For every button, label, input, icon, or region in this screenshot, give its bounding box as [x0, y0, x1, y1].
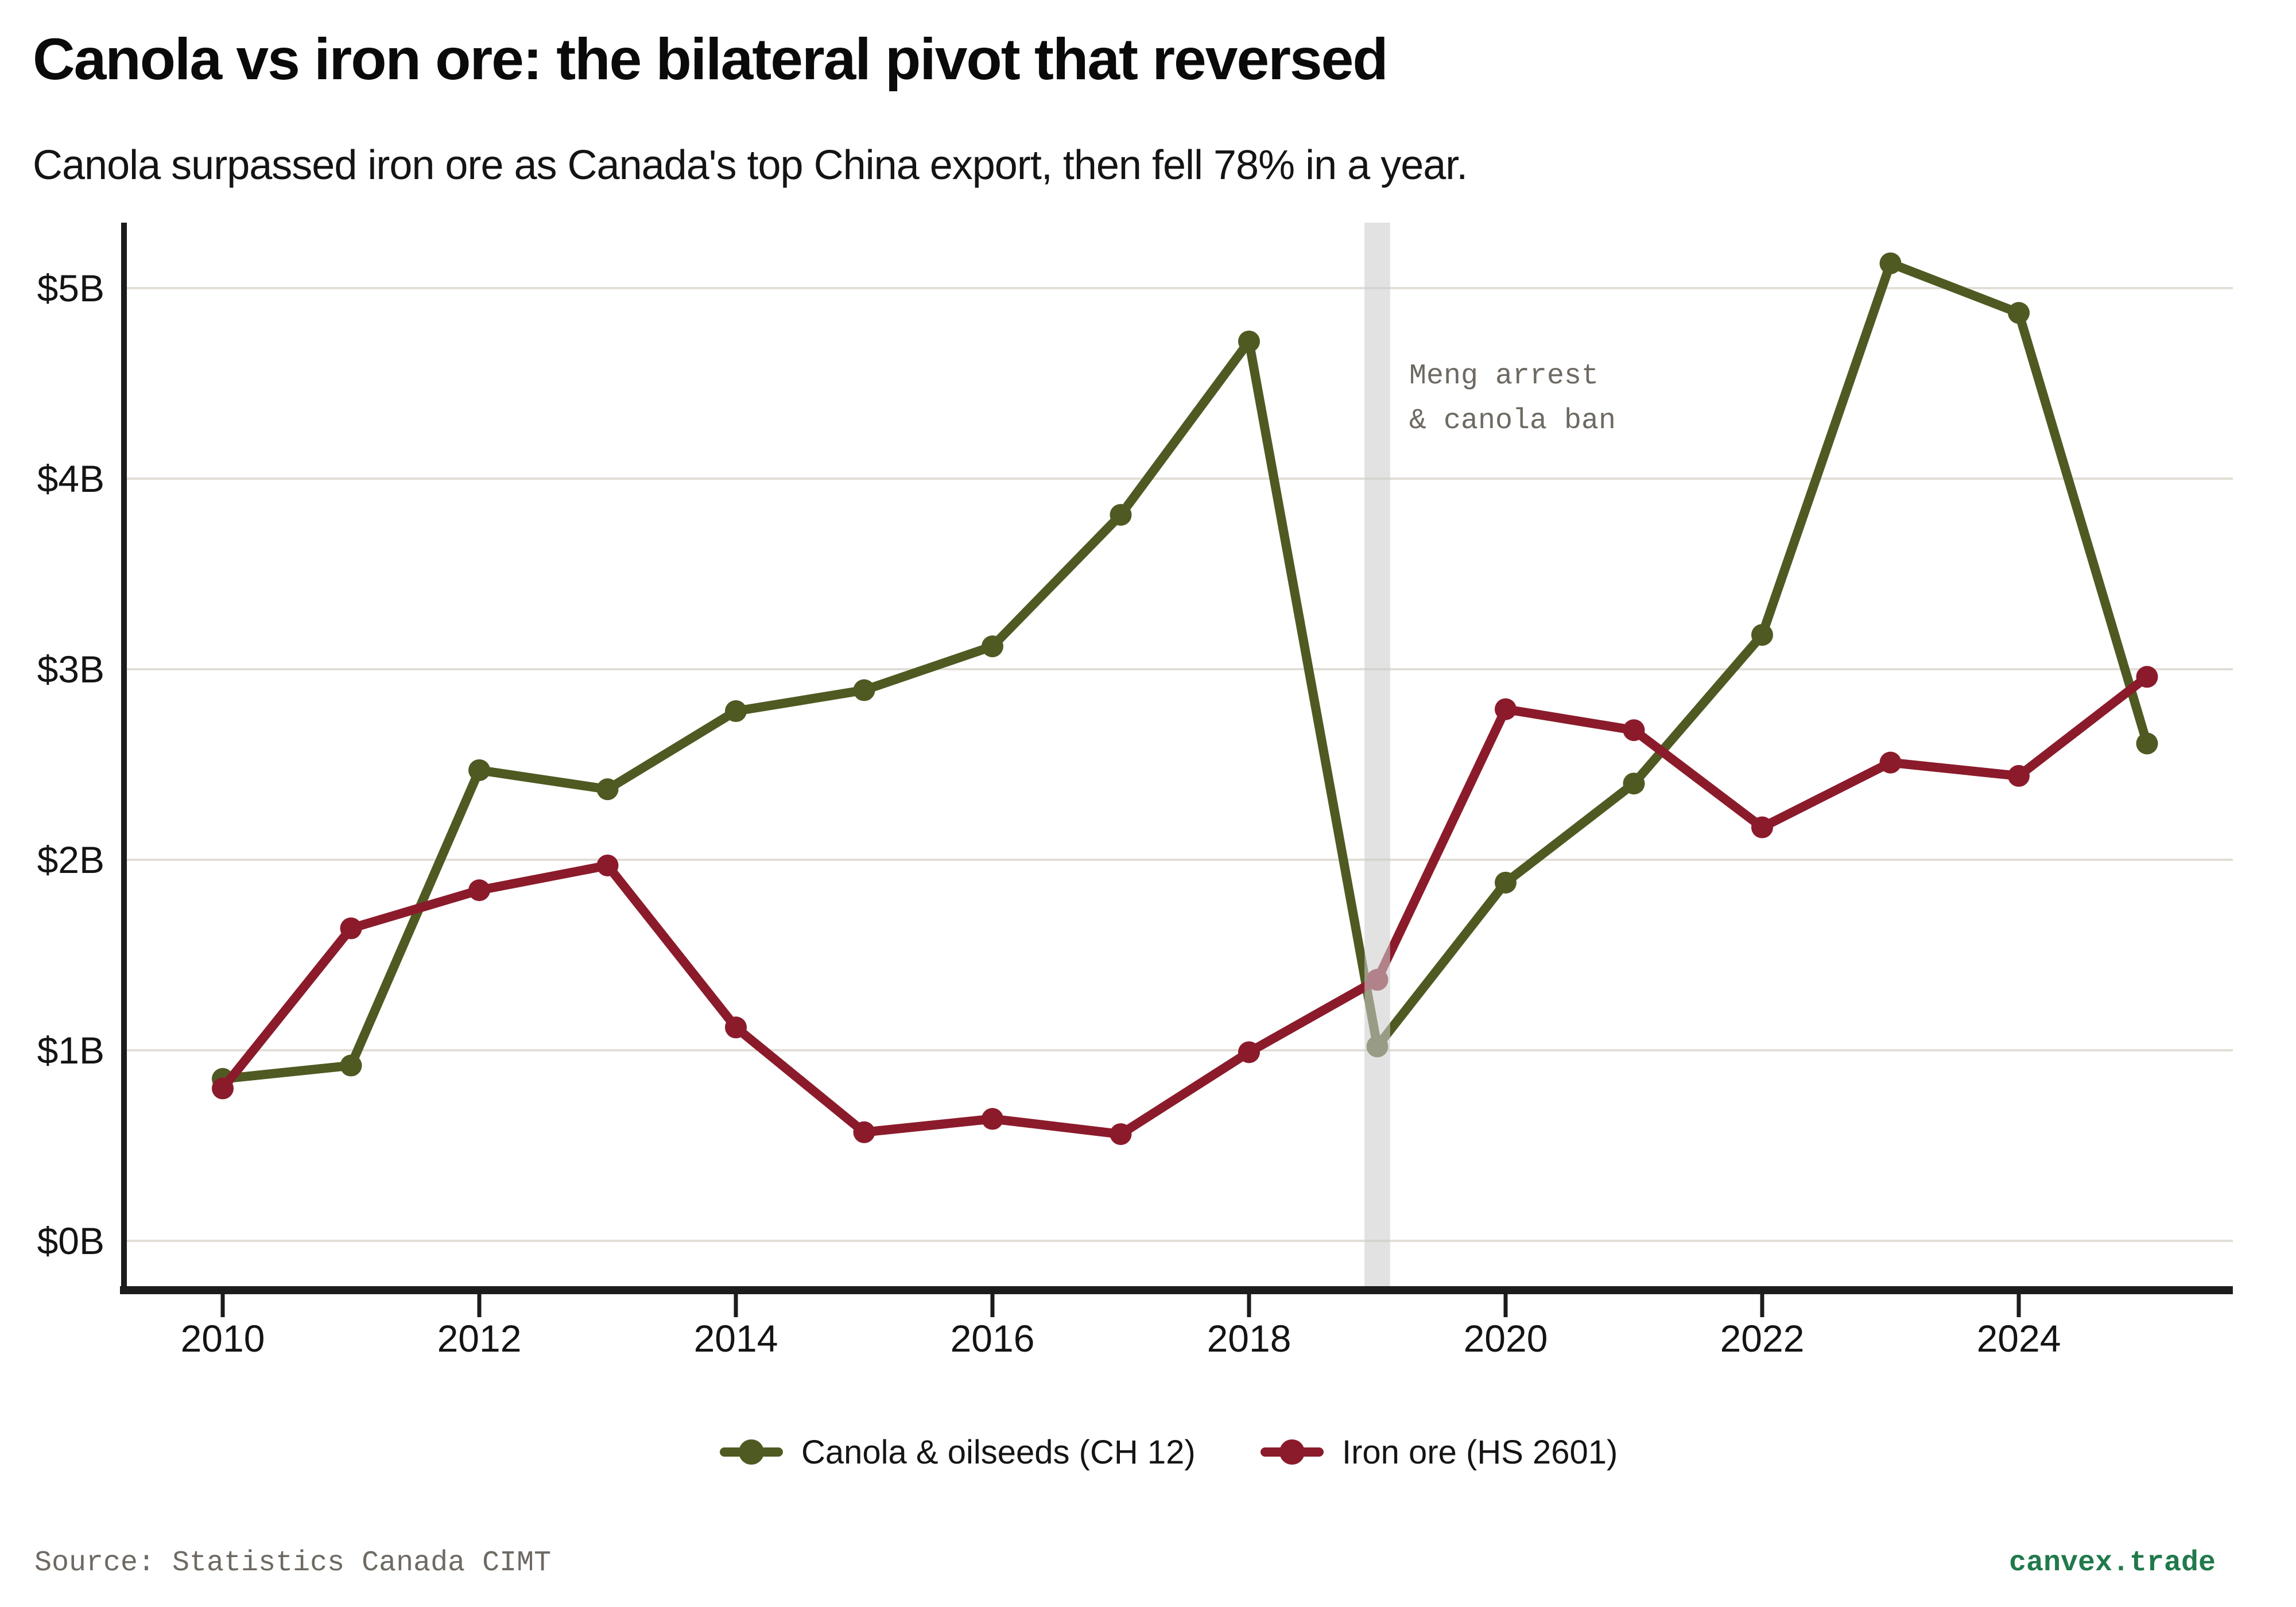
iron-ore-line	[218, 672, 2152, 1139]
canola-point-2015	[853, 679, 875, 701]
legend-item-iron-ore: Iron ore (HS 2601)	[1261, 1434, 1618, 1471]
iron-ore-point-2012	[468, 879, 490, 902]
source-note: Source: Statistics Canada CIMT	[34, 1547, 551, 1579]
series-lines	[212, 252, 2158, 1146]
iron-ore-point-2014	[725, 1016, 747, 1039]
canola-point-2022	[1751, 624, 1773, 646]
canola-point-2023	[1879, 252, 1902, 274]
canola-line	[218, 258, 2152, 1084]
iron-ore-point-2024	[2008, 764, 2030, 787]
x-tick-label-2014: 2014	[694, 1317, 778, 1360]
legend-label-iron-ore: Iron ore (HS 2601)	[1342, 1434, 1618, 1471]
brand-mark: canvex.trade	[2009, 1547, 2216, 1579]
iron-ore-point-2023	[1879, 751, 1902, 774]
iron-ore-point-2015	[853, 1121, 875, 1143]
x-tick-label-2022: 2022	[1720, 1317, 1805, 1360]
canola-point-2018	[1238, 330, 1260, 352]
canola-point-2012	[468, 759, 490, 781]
x-tick-label-2010: 2010	[181, 1317, 265, 1360]
y-tick-label-5b: $5B	[37, 267, 104, 309]
annotation-line-1: Meng arrest	[1409, 360, 1599, 393]
y-tick-label-4b: $4B	[37, 457, 104, 500]
canola-point-2025	[2136, 732, 2158, 755]
canola-point-2011	[340, 1054, 362, 1077]
canola-point-2017	[1110, 504, 1132, 526]
event-band-2019	[1364, 223, 1390, 1290]
y-axis-labels: $0B $1B $2B $3B $4B $5B	[37, 267, 104, 1262]
x-tick-label-2012: 2012	[437, 1317, 522, 1360]
page-subtitle: Canola surpassed iron ore as Canada's to…	[33, 142, 1467, 188]
y-tick-label-1b: $1B	[37, 1029, 104, 1072]
legend-dot-canola-icon	[739, 1439, 764, 1465]
iron-ore-point-2011	[340, 917, 362, 940]
x-axis-ticks	[220, 1294, 2021, 1317]
legend-dot-iron-ore-icon	[1279, 1439, 1305, 1465]
gridlines	[124, 287, 2233, 1242]
page-title: Canola vs iron ore: the bilateral pivot …	[33, 26, 1387, 92]
x-tick-label-2020: 2020	[1464, 1317, 1548, 1360]
event-annotation: Meng arrest & canola ban	[1409, 360, 1616, 437]
canola-point-2024	[2008, 302, 2030, 324]
canola-point-2013	[596, 778, 619, 801]
iron-ore-point-2025	[2136, 666, 2158, 688]
iron-ore-point-2021	[1623, 719, 1645, 742]
y-tick-label-2b: $2B	[37, 839, 104, 881]
canola-point-2014	[725, 700, 747, 723]
iron-ore-point-2018	[1238, 1041, 1260, 1063]
y-tick-label-0b: $0B	[37, 1220, 104, 1262]
x-tick-label-2024: 2024	[1977, 1317, 2061, 1360]
legend-item-canola: Canola & oilseeds (CH 12)	[720, 1434, 1196, 1471]
iron-ore-point-2017	[1110, 1123, 1132, 1146]
x-tick-label-2018: 2018	[1207, 1317, 1292, 1360]
iron-ore-point-2016	[982, 1108, 1003, 1130]
event-band-group	[1364, 223, 1390, 1290]
iron-ore-point-2022	[1751, 816, 1773, 839]
x-tick-label-2016: 2016	[951, 1317, 1035, 1360]
axes: 2010 2012 2014 2016 2018 2020 2022 2024	[120, 223, 2233, 1360]
canola-point-2020	[1495, 871, 1517, 894]
y-tick-label-3b: $3B	[37, 648, 104, 690]
annotation-line-2: & canola ban	[1409, 405, 1616, 437]
canola-point-2021	[1623, 773, 1645, 795]
legend: Canola & oilseeds (CH 12) Iron ore (HS 2…	[720, 1434, 1618, 1471]
x-axis-labels: 2010 2012 2014 2016 2018 2020 2022 2024	[181, 1317, 2061, 1360]
iron-ore-point-2020	[1495, 698, 1517, 720]
iron-ore-point-2013	[596, 854, 619, 876]
canola-point-2016	[982, 635, 1003, 658]
iron-ore-point-2010	[212, 1077, 234, 1100]
legend-label-canola: Canola & oilseeds (CH 12)	[801, 1434, 1196, 1471]
